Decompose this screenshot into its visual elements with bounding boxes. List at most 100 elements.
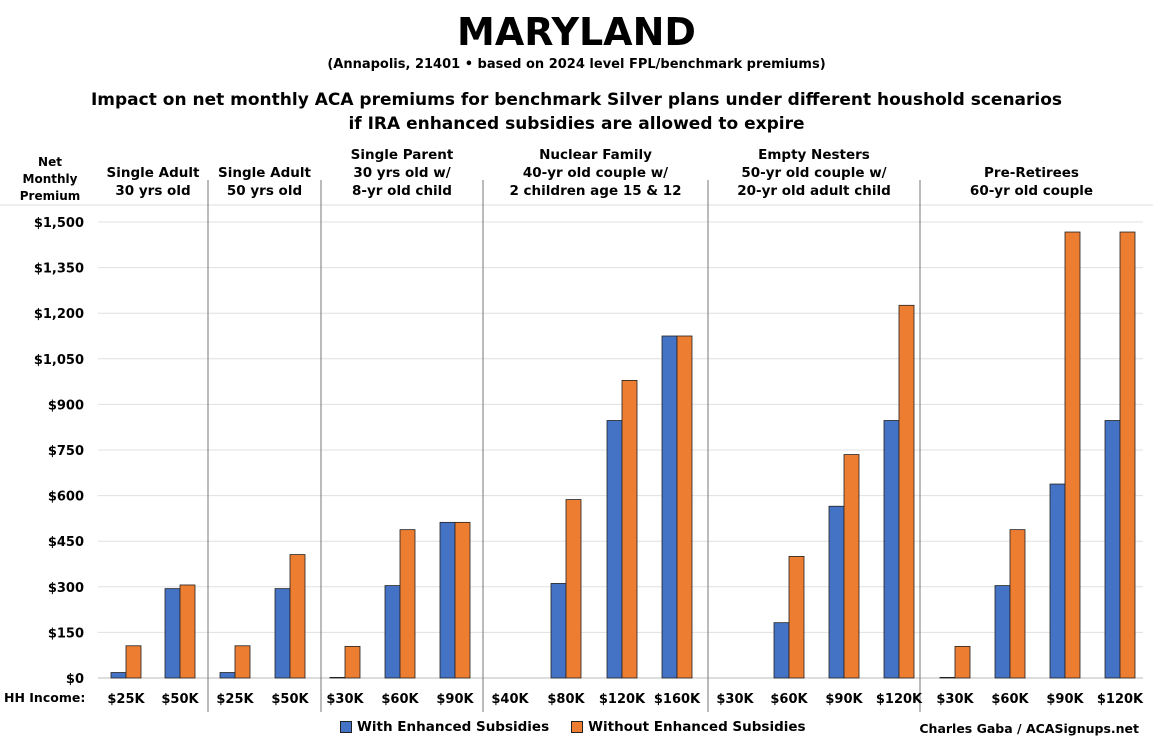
x-tick-label: $40K [491,692,529,707]
bar-with [1104,420,1121,679]
bar-without [399,529,416,679]
x-tick-label: $25K [216,692,254,707]
y-tick-label: $600 [48,490,84,505]
x-tick-label: $160K [654,692,701,707]
bar-with [661,335,678,679]
bar-without [954,645,971,679]
bar-with [384,585,401,679]
bar-without [788,556,805,679]
bar-without [125,645,142,679]
bar-with [164,588,181,679]
headline-line-2: if IRA enhanced subsidies are allowed to… [348,114,805,134]
x-tick-label: $90K [1046,692,1084,707]
bar-without [1064,231,1081,679]
bar-without [843,454,860,679]
x-tick-label: $50K [161,692,199,707]
x-tick-label: $30K [326,692,364,707]
group-header-line: Single Parent [350,147,454,163]
group-header-line: 50-yr old couple w/ [741,165,887,181]
y-tick-label: $900 [48,398,84,413]
bar-without [676,335,693,679]
y-tick-label: $1,350 [34,262,84,277]
bar-without [1009,529,1026,679]
group-header-line: Single Adult [218,165,311,181]
group-header-line: 2 children age 15 & 12 [509,183,682,199]
bar-with [550,583,567,679]
x-tick-label: $90K [436,692,474,707]
group-header-line: 40-yr old couple w/ [522,165,669,181]
group-header-line: Pre-Retirees [984,165,1079,181]
headline-line-1: Impact on net monthly ACA premiums for b… [90,90,1063,110]
legend-item-without: Without Enhanced Subsidies [571,719,806,735]
chart-subtitle: (Annapolis, 21401 • based on 2024 level … [327,57,826,72]
y-tick-label: $1,500 [34,216,84,231]
group-header-line: 60-yr old couple [969,183,1094,199]
x-tick-label: $60K [381,692,419,707]
bar-without [179,584,196,679]
x-tick-label: $120K [876,692,923,707]
bar-with [219,672,236,679]
y-tick-label: $150 [48,626,84,641]
x-tick-label: $25K [107,692,145,707]
bar-without [289,554,306,679]
legend-swatch-without [571,721,584,733]
group-header: Nuclear Family 40-yr old couple w/2 child… [483,146,708,200]
bar-without [234,645,251,679]
x-tick-label: $50K [271,692,309,707]
bar-with [274,588,291,679]
bar-with [773,622,790,679]
bar-without [1119,231,1136,679]
bar-with [329,676,346,679]
y-axis-label-line: Monthly [22,172,78,186]
x-axis-label: HH Income: [4,690,86,705]
bar-without [344,645,361,679]
bar-with [883,420,900,679]
group-header-line: 30 yrs old [115,183,191,199]
bar-without [621,379,638,679]
x-tick-label: $120K [1097,692,1144,707]
y-tick-label: $1,050 [34,353,84,368]
y-tick-label: $300 [48,581,84,596]
y-axis-label-line: Net [38,155,62,169]
bar-without [565,499,582,679]
group-header: Single Parent 30 yrs old w/8-yr old child [321,146,483,200]
y-tick-label: $1,200 [34,307,84,322]
x-tick-label: $60K [770,692,808,707]
bar-with [110,672,127,679]
legend-label-without: Without Enhanced Subsidies [588,719,806,735]
group-header: Single Adult 30 yrs old [98,164,208,200]
group-header: Empty Nesters 50-yr old couple w/20-yr ol… [708,146,920,200]
bar-with [606,420,623,679]
chart-title: MARYLAND [457,10,696,54]
legend-label-with: With Enhanced Subsidies [357,719,550,735]
credit: Charles Gaba / ACASignups.net [919,721,1139,736]
legend-item-with: With Enhanced Subsidies [340,719,549,735]
group-header-line: Empty Nesters [758,147,870,163]
x-tick-label: $30K [716,692,754,707]
group-header-line: Single Adult [106,165,200,181]
x-tick-label: $30K [936,692,974,707]
group-header-line: Nuclear Family [539,147,652,163]
y-axis-label: Net Monthly Premium [10,154,90,205]
bar-with [939,676,956,679]
x-tick-label: $80K [547,692,585,707]
chart-headline: Impact on net monthly ACA premiums for b… [0,88,1153,136]
y-axis-label-line: Premium [19,189,81,203]
group-header: Pre-Retirees 60-yr old couple [920,164,1143,200]
x-tick-label: $120K [599,692,646,707]
group-header: Single Adult 50 yrs old [208,164,321,200]
bar-with [828,505,845,679]
x-tick-label: $60K [991,692,1029,707]
y-tick-label: $750 [48,444,84,459]
bar-with [994,585,1011,679]
x-tick-label: $90K [825,692,863,707]
bar-without [454,521,471,679]
bar-without [898,304,915,679]
bar-with [439,521,456,679]
group-header-line: 30 yrs old w/ [353,165,451,181]
group-header-line: 8-yr old child [352,183,452,199]
y-tick-label: $450 [48,535,84,550]
bar-with [1049,483,1066,679]
legend-swatch-with [340,721,352,733]
